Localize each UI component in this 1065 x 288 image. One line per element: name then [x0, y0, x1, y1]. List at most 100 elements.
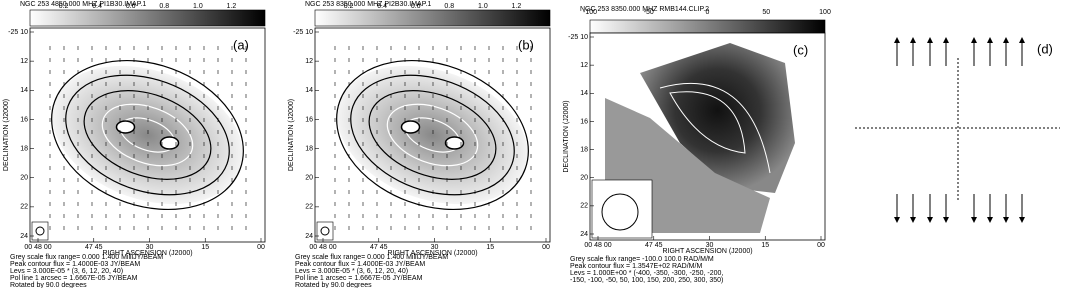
x-tick-label: 00 48 00 — [24, 244, 51, 251]
caption-line: Grey scale flux range= -100.0 100.0 RAD/… — [570, 256, 714, 263]
y-tick-label: 18 — [305, 145, 313, 152]
emission — [52, 65, 243, 205]
caption-line: Peak contour flux = 1.3547E+02 RAD/M/M — [570, 263, 702, 270]
colorbar — [29, 9, 266, 27]
colorbar-tick-label: 0.2 — [344, 3, 354, 10]
y-tick-label: 16 — [580, 118, 588, 125]
caption-line: Levs = 3.000E-05 * (3, 6, 12, 20, 40) — [10, 268, 123, 275]
colorbar-tick-label: -100 — [583, 9, 597, 16]
y-tick-label: 16 — [305, 116, 313, 123]
colorbar-tick-label: 1.0 — [193, 3, 203, 10]
beam-box — [31, 221, 49, 241]
caption-line: Rotated by 90.0 degrees — [295, 282, 372, 288]
contour — [444, 136, 465, 150]
y-tick-label: 24 — [580, 231, 588, 238]
contour — [669, 91, 746, 154]
colorbar-tick-label: 0.4 — [377, 3, 387, 10]
colorbar-tick-label: 1.2 — [227, 3, 237, 10]
y-tick-label: 12 — [20, 58, 28, 65]
x-tick-label: 47 45 — [370, 244, 388, 251]
caption-line: Peak contour flux = 1.4000E-03 JY/BEAM — [295, 261, 425, 268]
x-tick-label: 30 — [431, 244, 439, 251]
panel-label: (b) — [518, 37, 534, 52]
y-tick-label: 12 — [305, 58, 313, 65]
x-tick-label: 00 — [817, 242, 825, 249]
colorbar-tick-label: 100 — [819, 9, 831, 16]
y-tick-label: 22 — [305, 204, 313, 211]
beam — [601, 193, 639, 231]
panel-label: (a) — [233, 37, 249, 52]
y-tick-label: 20 — [580, 175, 588, 182]
colorbar-tick-label: 0 — [706, 9, 710, 16]
x-tick-label: 00 — [542, 244, 550, 251]
caption-line: Grey scale flux range= 0.000 1.400 Milli… — [295, 254, 448, 261]
y-axis-label: DECLINATION (J2000) — [563, 100, 570, 172]
y-tick-label: 14 — [20, 87, 28, 94]
y-tick-label: 22 — [580, 203, 588, 210]
x-tick-label: 47 45 — [645, 242, 663, 249]
colorbar — [589, 19, 826, 34]
caption-line: Levs = 1.000E+00 * (-400, -350, -300, -2… — [570, 270, 723, 277]
caption-line: Grey scale flux range= 0.000 1.400 Milli… — [10, 254, 163, 261]
contour — [386, 103, 479, 167]
beam — [35, 226, 45, 236]
colorbar-tick-label: 50 — [762, 9, 770, 16]
emission — [337, 65, 528, 205]
x-tick-label: 30 — [146, 244, 154, 251]
beam-box — [591, 179, 653, 239]
colorbar-tick-label: 0.2 — [59, 3, 69, 10]
y-axis-label: DECLINATION (J2000) — [3, 99, 10, 171]
radio-map — [314, 27, 551, 243]
x-tick-label: 47 45 — [85, 244, 103, 251]
panel-header: NGC 253 8350.000 MHZ PI2B30.IMAP.1 — [305, 1, 431, 8]
beam-box — [316, 221, 334, 241]
contour — [115, 120, 136, 134]
colorbar-tick-label: 0.8 — [444, 3, 454, 10]
x-axis-label: RIGHT ASCENSION (J2000) — [387, 250, 477, 257]
caption-line: Rotated by 90.0 degrees — [10, 282, 87, 288]
x-axis-label: RIGHT ASCENSION (J2000) — [102, 250, 192, 257]
contour — [400, 120, 421, 134]
colorbar-tick-label: 1.2 — [512, 3, 522, 10]
colorbar-tick-label: 0.6 — [411, 3, 421, 10]
caption-line: Levs = 3.000E-05 * (3, 6, 12, 20, 40) — [295, 268, 408, 275]
y-tick-label: 20 — [20, 175, 28, 182]
colorbar-tick-label: 0.4 — [92, 3, 102, 10]
x-axis-label: RIGHT ASCENSION (J2000) — [662, 248, 752, 255]
contour — [368, 90, 497, 180]
y-tick-label: 14 — [580, 90, 588, 97]
colorbar — [314, 9, 551, 27]
y-tick-label: 18 — [580, 146, 588, 153]
radio-map — [589, 32, 826, 241]
contour — [65, 74, 230, 196]
colorbar-tick-label: 1.0 — [478, 3, 488, 10]
beam — [320, 226, 330, 236]
x-tick-label: 15 — [761, 242, 769, 249]
caption-line: Pol line 1 arcsec = 1.6667E-05 JY/BEAM — [10, 275, 138, 282]
panel-label: (c) — [793, 42, 808, 57]
panel-label: (d) — [1037, 41, 1053, 56]
y-tick-label: -25 10 — [293, 29, 313, 36]
y-tick-label: 16 — [20, 116, 28, 123]
caption-line: -150, -100, -50, 50, 100, 150, 200, 250,… — [570, 277, 723, 284]
y-tick-label: 20 — [305, 175, 313, 182]
contour — [350, 74, 515, 196]
y-tick-label: 14 — [305, 87, 313, 94]
contour — [83, 90, 212, 180]
x-tick-label: 00 48 00 — [584, 242, 611, 249]
caption-line: Peak contour flux = 1.4000E-03 JY/BEAM — [10, 261, 140, 268]
y-tick-label: 22 — [20, 204, 28, 211]
model-diagram — [855, 58, 1060, 200]
colorbar-tick-label: 0.6 — [126, 3, 136, 10]
panel-header: NGC 253 4850.000 MHZ PI1B30.IMAP.1 — [20, 1, 146, 8]
colorbar-tick-label: -50 — [644, 9, 654, 16]
x-tick-label: 00 — [257, 244, 265, 251]
contour — [659, 82, 771, 174]
panel-header: NGC 253 8350.000 MHZ RMB144.CLIP.2 — [580, 6, 709, 13]
contour — [101, 103, 194, 167]
x-tick-label: 15 — [201, 244, 209, 251]
y-axis-label: DECLINATION (J2000) — [288, 99, 295, 171]
y-tick-label: -25 10 — [8, 29, 28, 36]
y-tick-label: 12 — [580, 62, 588, 69]
